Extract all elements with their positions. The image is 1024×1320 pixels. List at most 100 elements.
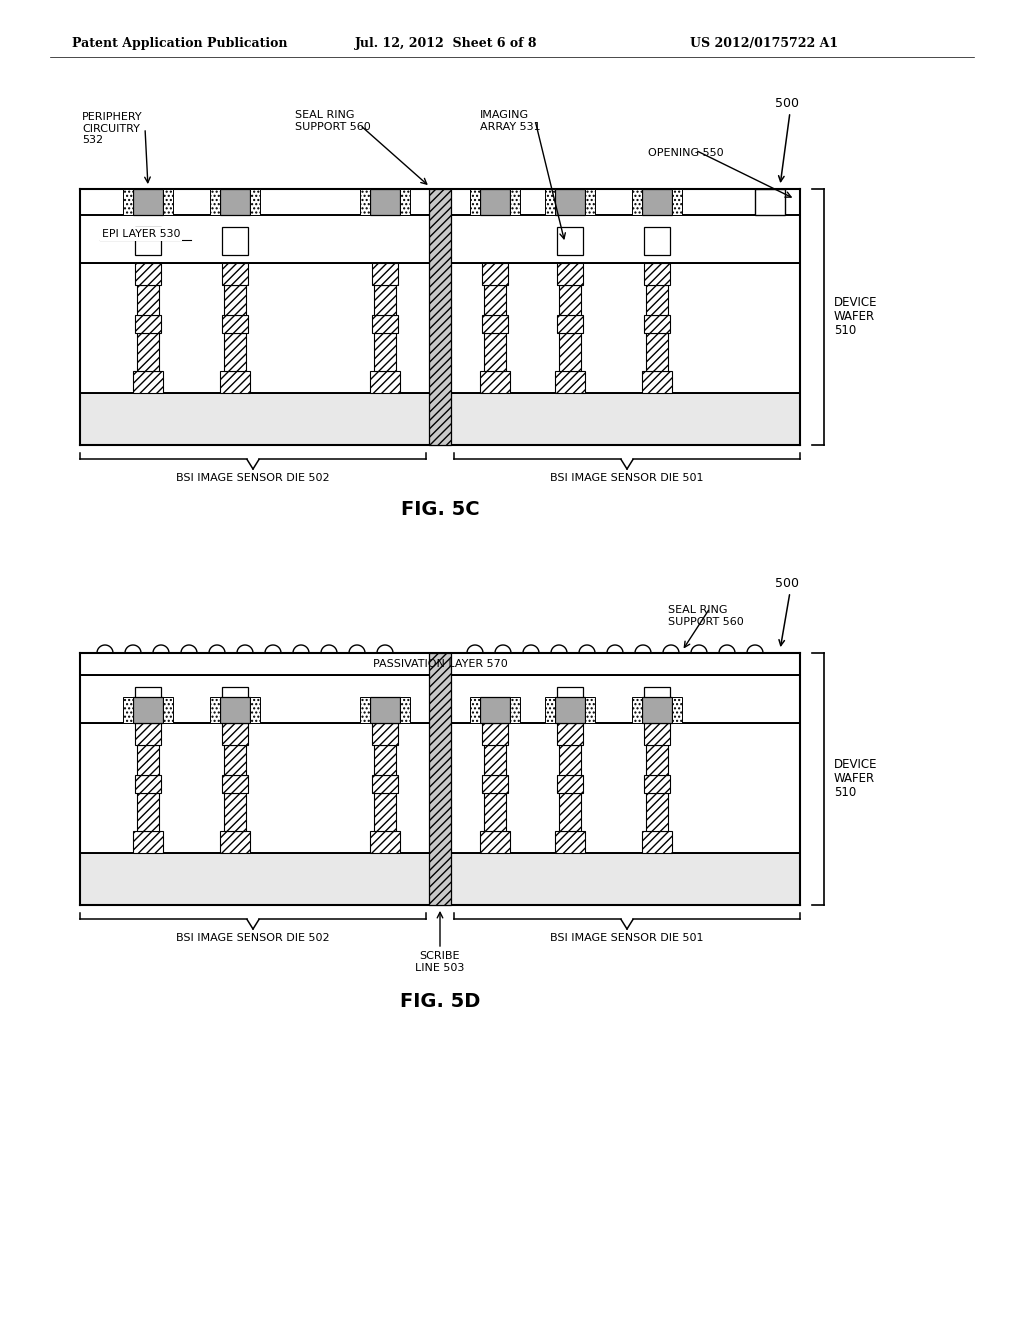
- Bar: [123, 697, 133, 723]
- Bar: [642, 832, 672, 853]
- Bar: [510, 697, 520, 723]
- Bar: [133, 189, 163, 215]
- Bar: [220, 832, 250, 853]
- Bar: [80, 215, 800, 263]
- Bar: [644, 315, 670, 333]
- Bar: [224, 333, 246, 371]
- Bar: [210, 697, 220, 723]
- Bar: [135, 775, 161, 793]
- Bar: [480, 832, 510, 853]
- Bar: [222, 775, 248, 793]
- Bar: [137, 793, 159, 832]
- Text: SEAL RING
SUPPORT 560: SEAL RING SUPPORT 560: [668, 605, 743, 627]
- Bar: [400, 189, 410, 215]
- Bar: [123, 189, 133, 215]
- Bar: [480, 189, 510, 215]
- Bar: [545, 697, 555, 723]
- Bar: [482, 263, 508, 285]
- Bar: [646, 285, 668, 315]
- Bar: [163, 189, 173, 215]
- Bar: [80, 393, 800, 445]
- Bar: [80, 853, 800, 906]
- Bar: [555, 371, 585, 393]
- Text: FIG. 5C: FIG. 5C: [400, 500, 479, 519]
- Bar: [135, 723, 161, 744]
- Bar: [482, 723, 508, 744]
- Bar: [224, 744, 246, 775]
- Bar: [642, 189, 672, 215]
- Text: US 2012/0175722 A1: US 2012/0175722 A1: [690, 37, 838, 50]
- Bar: [632, 189, 642, 215]
- Bar: [644, 686, 670, 715]
- Bar: [135, 227, 161, 255]
- Bar: [642, 697, 672, 723]
- Bar: [470, 189, 480, 215]
- Bar: [557, 315, 583, 333]
- Bar: [372, 263, 398, 285]
- Text: OPENING 550: OPENING 550: [648, 148, 724, 158]
- Bar: [360, 697, 370, 723]
- Bar: [644, 775, 670, 793]
- Bar: [484, 744, 506, 775]
- Text: BSI IMAGE SENSOR DIE 501: BSI IMAGE SENSOR DIE 501: [550, 933, 703, 942]
- Bar: [135, 315, 161, 333]
- Bar: [224, 285, 246, 315]
- Bar: [429, 653, 451, 906]
- Bar: [133, 832, 163, 853]
- Bar: [224, 793, 246, 832]
- Bar: [557, 263, 583, 285]
- Text: IMAGING
ARRAY 531: IMAGING ARRAY 531: [480, 110, 541, 132]
- Bar: [644, 263, 670, 285]
- Bar: [80, 263, 800, 393]
- Text: SCRIBE
LINE 503: SCRIBE LINE 503: [416, 950, 465, 973]
- Bar: [374, 285, 396, 315]
- Text: PERIPHERY
CIRCUITRY
532: PERIPHERY CIRCUITRY 532: [82, 112, 142, 145]
- Text: DEVICE: DEVICE: [834, 297, 878, 309]
- Bar: [555, 697, 585, 723]
- Bar: [222, 686, 248, 715]
- Bar: [135, 686, 161, 715]
- Bar: [400, 697, 410, 723]
- Bar: [372, 315, 398, 333]
- Bar: [210, 189, 220, 215]
- Bar: [80, 675, 800, 723]
- Bar: [372, 723, 398, 744]
- Bar: [370, 697, 400, 723]
- Text: BSI IMAGE SENSOR DIE 502: BSI IMAGE SENSOR DIE 502: [176, 933, 330, 942]
- Bar: [559, 793, 581, 832]
- Bar: [585, 697, 595, 723]
- Bar: [555, 189, 585, 215]
- Text: EPI LAYER 530: EPI LAYER 530: [102, 228, 180, 239]
- Text: SEAL RING
SUPPORT 560: SEAL RING SUPPORT 560: [295, 110, 371, 132]
- Text: DEVICE: DEVICE: [834, 759, 878, 771]
- Bar: [644, 227, 670, 255]
- Bar: [137, 285, 159, 315]
- Bar: [370, 832, 400, 853]
- Bar: [222, 315, 248, 333]
- Text: 500: 500: [775, 96, 799, 110]
- Bar: [480, 697, 510, 723]
- Bar: [374, 744, 396, 775]
- Bar: [646, 744, 668, 775]
- Bar: [137, 333, 159, 371]
- Bar: [482, 315, 508, 333]
- Bar: [585, 189, 595, 215]
- Bar: [755, 189, 785, 215]
- Bar: [250, 697, 260, 723]
- Text: Patent Application Publication: Patent Application Publication: [72, 37, 288, 50]
- Bar: [510, 189, 520, 215]
- Bar: [484, 793, 506, 832]
- Bar: [80, 723, 800, 853]
- Bar: [559, 744, 581, 775]
- Bar: [672, 697, 682, 723]
- Bar: [370, 189, 400, 215]
- Bar: [220, 697, 250, 723]
- Bar: [484, 285, 506, 315]
- Bar: [470, 697, 480, 723]
- Text: WAFER: WAFER: [834, 772, 876, 785]
- Bar: [646, 793, 668, 832]
- Bar: [133, 697, 163, 723]
- Bar: [220, 189, 250, 215]
- Bar: [80, 653, 800, 675]
- Bar: [642, 371, 672, 393]
